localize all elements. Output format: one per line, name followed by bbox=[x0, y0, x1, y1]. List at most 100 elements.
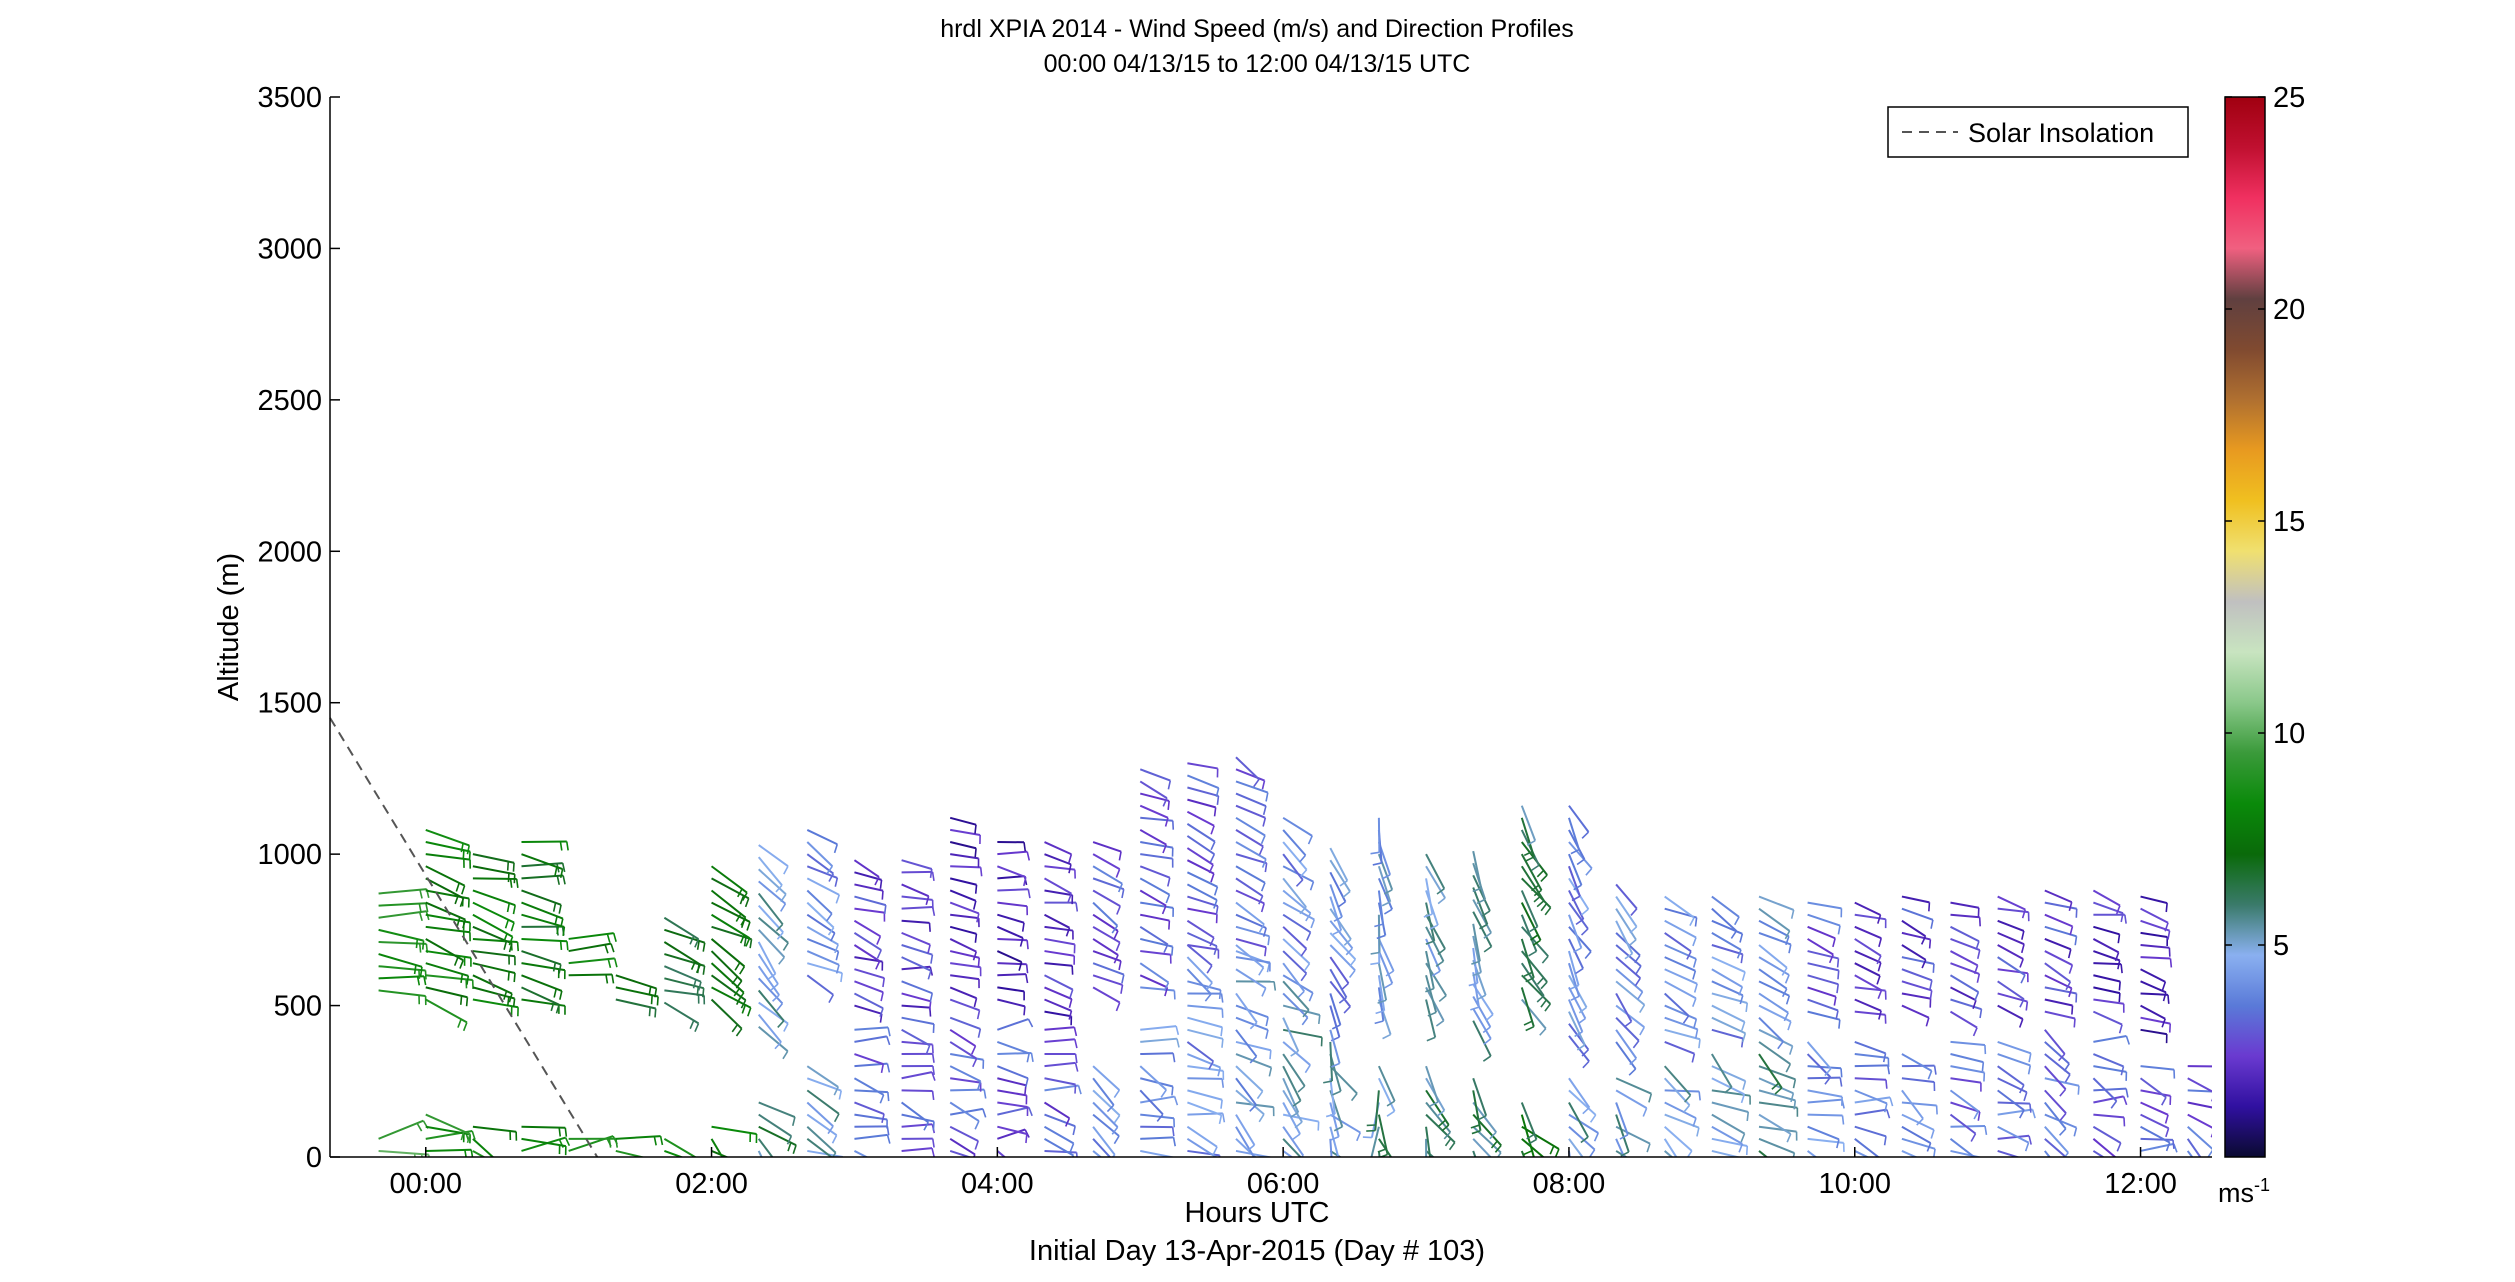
wind-barb-shaft bbox=[2187, 1101, 2212, 1109]
wind-barb bbox=[1664, 1150, 1694, 1183]
wind-barb-flag bbox=[780, 893, 787, 903]
wind-barb bbox=[1139, 829, 1168, 854]
wind-barb-shaft bbox=[1807, 1098, 1843, 1104]
wind-barb-flag bbox=[787, 1142, 792, 1152]
wind-barb-flag bbox=[694, 1023, 700, 1032]
wind-barb-shaft bbox=[1187, 895, 1219, 908]
wind-barb-shaft bbox=[1044, 1077, 1076, 1086]
wind-barb bbox=[2187, 1089, 2212, 1093]
wind-barb bbox=[2044, 1089, 2067, 1121]
wind-barb-flag bbox=[1436, 1109, 1445, 1117]
wind-barb-flag bbox=[1431, 970, 1441, 977]
wind-barb-flag bbox=[561, 862, 566, 873]
wind-barb bbox=[806, 1065, 839, 1096]
wind-barb bbox=[472, 853, 515, 872]
wind-barb-flag bbox=[1025, 964, 1029, 974]
wind-barb-flag bbox=[464, 1149, 467, 1157]
wind-barb bbox=[1854, 1108, 1891, 1119]
wind-barb bbox=[1758, 931, 1792, 954]
wind-barb-flag bbox=[1836, 984, 1840, 994]
wind-barb-flag bbox=[1738, 1143, 1744, 1153]
wind-barb-shaft bbox=[1044, 950, 1075, 957]
wind-barb-flag bbox=[749, 939, 753, 949]
wind-barb-flag bbox=[925, 895, 930, 906]
wind-barb bbox=[1758, 992, 1789, 1022]
wind-barb bbox=[1807, 1098, 1845, 1109]
wind-barb-flag bbox=[1435, 1020, 1445, 1027]
wind-barb-flag bbox=[1573, 884, 1582, 891]
wind-barb bbox=[1854, 1138, 1880, 1157]
wind-barb-shaft bbox=[710, 938, 746, 968]
wind-barb bbox=[472, 962, 516, 983]
wind-barb bbox=[1711, 932, 1742, 959]
wind-barb-shaft bbox=[757, 953, 779, 985]
wind-barb-flag bbox=[835, 964, 840, 974]
wind-barb-flag bbox=[731, 1024, 739, 1033]
wind-barb bbox=[806, 901, 835, 936]
wind-barb-shaft bbox=[568, 932, 614, 940]
wind-barb bbox=[1950, 1149, 1983, 1157]
wind-barb-flag bbox=[2024, 1142, 2030, 1152]
wind-barb-flag bbox=[1451, 1177, 1456, 1185]
wind-barb-shaft bbox=[806, 901, 835, 929]
wind-barb bbox=[1854, 1096, 1894, 1107]
wind-barb-flag bbox=[1689, 1175, 1694, 1183]
wind-barb-flag bbox=[976, 1010, 981, 1020]
wind-barb-flag bbox=[415, 939, 419, 949]
wind-barb bbox=[1235, 792, 1267, 816]
wind-barb bbox=[378, 965, 427, 980]
wind-barb bbox=[568, 932, 617, 943]
wind-barb-flag bbox=[929, 993, 934, 1003]
wind-barb-shaft bbox=[997, 901, 1028, 908]
wind-barb bbox=[949, 1149, 973, 1157]
wind-barb-shaft bbox=[1997, 1040, 2032, 1055]
wind-barb bbox=[1423, 878, 1434, 918]
wind-barb bbox=[1854, 1053, 1890, 1067]
wind-barb-shaft bbox=[1664, 956, 1696, 972]
wind-barb-flag bbox=[2068, 901, 2073, 912]
wind-barb-shaft bbox=[1425, 853, 1446, 890]
wind-barb bbox=[1615, 1150, 1628, 1157]
wind-barb-shaft bbox=[1329, 932, 1357, 960]
wind-barb-shaft bbox=[1997, 956, 2026, 976]
wind-barb bbox=[710, 962, 745, 1001]
wind-barb-shaft bbox=[758, 1125, 797, 1147]
wind-barb-shaft bbox=[1807, 1076, 1841, 1080]
wind-barb-flag bbox=[876, 949, 882, 959]
wind-barb bbox=[1854, 1064, 1891, 1075]
x-axis-sublabel: Initial Day 13-Apr-2015 (Day # 103) bbox=[1029, 1235, 1485, 1267]
wind-barb-flag bbox=[1533, 889, 1542, 897]
wind-barb-shaft bbox=[1997, 1077, 2028, 1094]
wind-barb-shaft bbox=[1950, 998, 1982, 1011]
wind-barb bbox=[1282, 816, 1313, 845]
wind-barb bbox=[1615, 956, 1641, 987]
wind-barb-flag bbox=[974, 884, 978, 894]
wind-barb bbox=[1950, 1077, 1982, 1092]
wind-barb-flag bbox=[1339, 880, 1348, 887]
wind-barb bbox=[2140, 1089, 2172, 1105]
wind-barb-shaft bbox=[1092, 1089, 1121, 1117]
wind-barb-shaft bbox=[663, 965, 702, 983]
wind-barb bbox=[1187, 895, 1219, 916]
wind-barb-shaft bbox=[854, 1035, 888, 1043]
wind-barb-flag bbox=[2063, 1152, 2069, 1157]
wind-barb bbox=[757, 941, 777, 980]
wind-barb bbox=[2140, 919, 2171, 940]
wind-barb bbox=[1664, 1089, 1701, 1101]
wind-barb-flag bbox=[1350, 1093, 1358, 1102]
wind-barb-flag bbox=[1784, 930, 1791, 940]
wind-barb-shaft bbox=[1807, 913, 1841, 927]
wind-barb-shaft bbox=[1568, 902, 1589, 930]
wind-barb-shaft bbox=[854, 1004, 883, 1015]
wind-barb-flag bbox=[2210, 1133, 2212, 1138]
wind-barb-shaft bbox=[1282, 829, 1307, 856]
wind-barb-flag bbox=[1788, 944, 1792, 954]
wind-barb-flag bbox=[1444, 1138, 1452, 1147]
wind-barb bbox=[664, 928, 706, 952]
wind-barb-flag bbox=[1220, 1099, 1223, 1109]
wind-barb-flag bbox=[1258, 923, 1265, 933]
wind-barb-shaft bbox=[901, 859, 933, 870]
wind-barb-flag bbox=[879, 1094, 885, 1104]
wind-barb-flag bbox=[1738, 986, 1744, 996]
wind-barb-shaft bbox=[1139, 1065, 1167, 1091]
